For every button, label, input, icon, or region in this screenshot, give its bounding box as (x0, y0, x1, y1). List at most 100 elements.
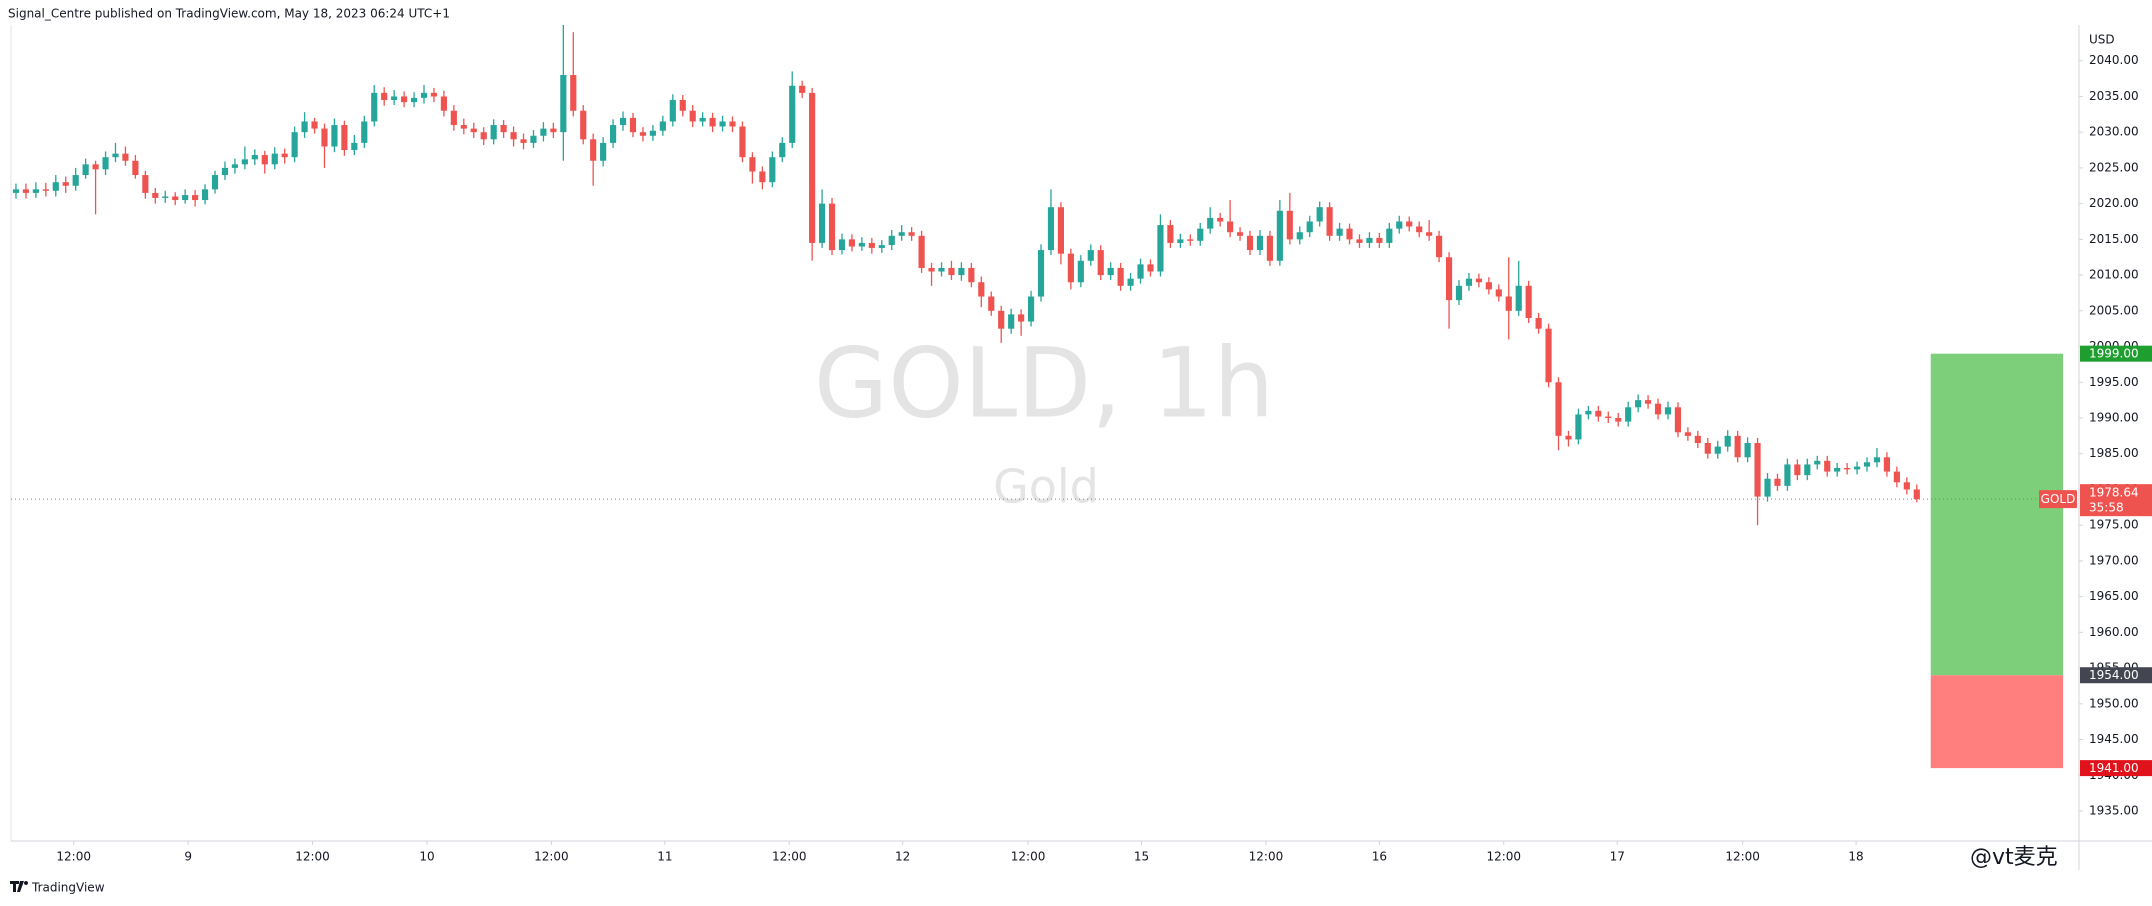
candle-body (1286, 210, 1293, 240)
y-tick-label: 1960.00 (2089, 625, 2139, 639)
candle-body (530, 135, 537, 143)
candle-body (221, 167, 229, 176)
candle-body (1256, 235, 1264, 251)
candle-body (1236, 232, 1244, 236)
x-tick-label: 11 (657, 850, 672, 864)
candle-body (1475, 278, 1482, 283)
candle-body (1356, 239, 1363, 243)
candle-body (719, 121, 726, 127)
candle-body (1037, 250, 1045, 297)
candle-body (809, 92, 816, 243)
candle-body (1505, 296, 1512, 311)
candle-body (769, 157, 776, 183)
candle-body (739, 126, 746, 158)
candle-body (420, 92, 428, 98)
candle-body (1426, 232, 1433, 236)
x-tick-label: 12:00 (1486, 850, 1521, 864)
candle-body (520, 139, 527, 143)
candle-body (460, 125, 467, 129)
candle-body (1724, 435, 1731, 447)
candle-body (1157, 225, 1164, 272)
candle-body (1067, 253, 1074, 283)
published-note: Signal_Centre published on TradingView.c… (8, 7, 450, 21)
candle-body (1794, 464, 1801, 476)
candle-body (1087, 250, 1094, 261)
last-price-marker (2080, 484, 2152, 517)
x-tick-label: 12:00 (56, 850, 91, 864)
candle-body (1605, 416, 1612, 418)
candle-body (1117, 267, 1124, 286)
candle-body (1376, 237, 1383, 243)
candle-body (251, 155, 258, 160)
candle-body (1266, 235, 1273, 261)
candle-body (848, 239, 856, 247)
candle-body (1804, 464, 1811, 476)
candle-body (600, 142, 607, 161)
x-tick-label: 12:00 (1725, 850, 1760, 864)
candle-body (1913, 489, 1920, 500)
candle-body (1167, 225, 1174, 243)
candle-body (1853, 466, 1861, 470)
candle-body (1306, 221, 1313, 233)
watermark-title: GOLD, 1h (814, 327, 1274, 439)
candle-body (610, 125, 617, 143)
y-tick-label: 1945.00 (2089, 732, 2139, 746)
candle-body (1893, 471, 1900, 483)
entry-marker (2080, 667, 2152, 684)
candle-body (1097, 250, 1104, 276)
candle-body (182, 195, 189, 201)
candle-body (878, 245, 885, 248)
candle-body (590, 139, 597, 161)
candle-body (381, 92, 388, 101)
candle-body (1057, 207, 1065, 254)
candle-body (1704, 443, 1711, 454)
candle-body (32, 189, 39, 193)
x-tick-label: 15 (1134, 850, 1149, 864)
candle-body (1436, 235, 1443, 258)
candle-body (1863, 462, 1871, 467)
watermark-subtitle: Gold (993, 460, 1099, 514)
candle-body (490, 125, 497, 140)
candle-body (1008, 314, 1015, 329)
candle-body (1396, 221, 1403, 229)
x-tick-label: 16 (1372, 850, 1387, 864)
candle-body (72, 175, 79, 186)
candle-body (1873, 457, 1881, 463)
candle-body (440, 96, 447, 111)
candle-body (1903, 482, 1910, 490)
candle-body (1883, 457, 1891, 472)
candle-body (1406, 221, 1413, 227)
candle-body (868, 242, 875, 248)
candle-body (12, 189, 20, 193)
x-tick-label: 12:00 (534, 850, 569, 864)
candle-body (351, 142, 358, 151)
candle-body (1127, 278, 1134, 286)
candle-body (1495, 289, 1502, 297)
candle-body (271, 153, 278, 165)
candle-body (1246, 235, 1254, 251)
y-tick-label: 2010.00 (2089, 268, 2139, 282)
candle-body (1177, 239, 1184, 243)
candle-body (470, 128, 477, 133)
y-tick-label: 2035.00 (2089, 89, 2139, 103)
candle-body (450, 110, 457, 126)
candle-body (1814, 460, 1821, 465)
candle-body (480, 132, 487, 140)
y-tick-label: 1975.00 (2089, 518, 2139, 532)
candle-body (371, 92, 378, 122)
y-tick-label: 2040.00 (2089, 53, 2139, 67)
candle-body (241, 159, 248, 165)
candle-body (1555, 382, 1562, 436)
candle-body (1525, 285, 1532, 318)
candle-body (1764, 478, 1771, 497)
candle-body (1744, 443, 1751, 458)
y-tick-label: 1965.00 (2089, 589, 2139, 603)
x-tick-label: 12:00 (772, 850, 807, 864)
candle-body (828, 203, 836, 251)
candle-body (112, 153, 119, 158)
candle-body (510, 132, 517, 140)
candle-body (998, 310, 1005, 329)
candle-body (1824, 460, 1831, 472)
candle-body (918, 235, 925, 268)
x-tick-label: 12:00 (1011, 850, 1046, 864)
